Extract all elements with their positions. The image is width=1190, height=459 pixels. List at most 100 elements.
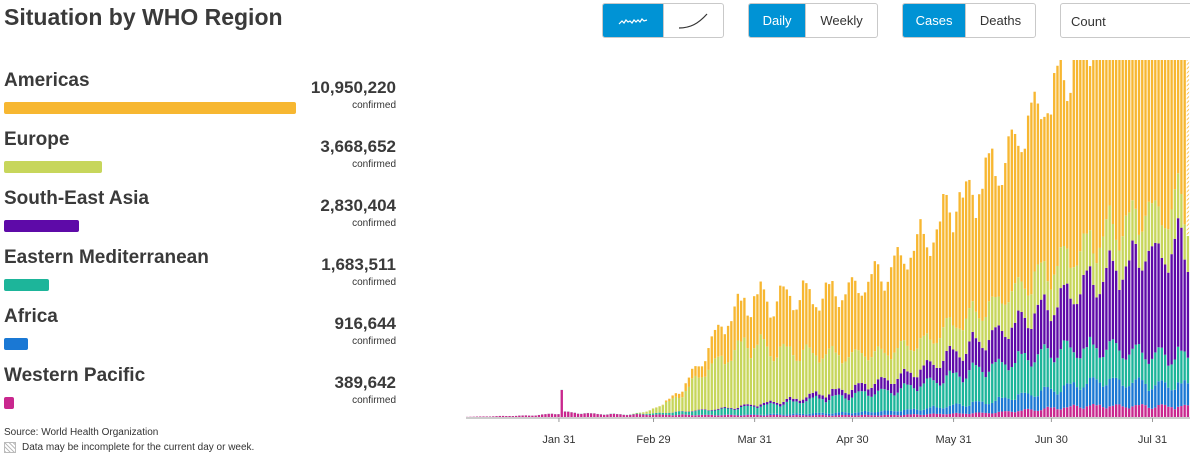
bar-americas[interactable] xyxy=(700,366,704,378)
bar-europe[interactable] xyxy=(720,355,723,408)
bar-europe[interactable] xyxy=(704,376,707,410)
bar-europe[interactable] xyxy=(1137,234,1141,268)
bar-europe[interactable] xyxy=(779,346,782,405)
bar-africa[interactable] xyxy=(811,413,815,416)
deaths-button[interactable]: Deaths xyxy=(965,4,1035,37)
bar-americas[interactable] xyxy=(1095,60,1098,264)
bar-europe[interactable] xyxy=(1017,277,1020,311)
bar-americas[interactable] xyxy=(899,255,903,342)
bar-south-east-asia[interactable] xyxy=(805,397,808,402)
bar-eastern-mediterranean[interactable] xyxy=(1075,357,1079,388)
bar-western-pacific[interactable] xyxy=(1124,407,1128,417)
bar-europe[interactable] xyxy=(1013,283,1017,323)
bar-americas[interactable] xyxy=(834,296,837,353)
bar-south-east-asia[interactable] xyxy=(889,383,893,394)
bar-western-pacific[interactable] xyxy=(961,413,965,417)
bar-africa[interactable] xyxy=(906,409,909,415)
bar-south-east-asia[interactable] xyxy=(916,377,919,392)
bar-europe[interactable] xyxy=(1105,219,1108,268)
bar-eastern-mediterranean[interactable] xyxy=(1124,359,1128,388)
bar-south-east-asia[interactable] xyxy=(854,384,857,393)
bar-africa[interactable] xyxy=(1026,393,1030,409)
bar-eastern-mediterranean[interactable] xyxy=(1111,339,1115,378)
bar-africa[interactable] xyxy=(805,414,808,416)
bar-western-pacific[interactable] xyxy=(697,415,700,417)
bar-western-pacific[interactable] xyxy=(518,415,521,417)
bar-eastern-mediterranean[interactable] xyxy=(948,370,952,406)
bar-western-pacific[interactable] xyxy=(612,413,616,417)
bar-western-pacific[interactable] xyxy=(527,415,531,417)
bar-eastern-mediterranean[interactable] xyxy=(1023,353,1027,393)
bar-europe[interactable] xyxy=(677,398,681,412)
bar-americas[interactable] xyxy=(707,348,710,370)
bar-western-pacific[interactable] xyxy=(1105,408,1108,417)
bar-western-pacific[interactable] xyxy=(570,412,573,417)
bar-africa[interactable] xyxy=(1121,385,1124,407)
bar-eastern-mediterranean[interactable] xyxy=(942,383,945,409)
bar-western-pacific[interactable] xyxy=(847,415,850,417)
bar-eastern-mediterranean[interactable] xyxy=(801,403,805,414)
bar-western-pacific[interactable] xyxy=(958,413,961,417)
bar-americas[interactable] xyxy=(948,212,952,318)
bar-europe[interactable] xyxy=(772,361,775,402)
bar-western-pacific[interactable] xyxy=(583,413,586,417)
bar-europe[interactable] xyxy=(987,301,991,341)
bar-europe[interactable] xyxy=(867,360,870,390)
bar-western-pacific[interactable] xyxy=(906,414,909,417)
bar-africa[interactable] xyxy=(1062,385,1066,408)
bar-western-pacific[interactable] xyxy=(687,414,691,417)
bar-europe[interactable] xyxy=(1114,239,1118,271)
bar-americas[interactable] xyxy=(704,361,707,377)
bar-africa[interactable] xyxy=(1079,389,1082,408)
bar-europe[interactable] xyxy=(1026,295,1030,329)
bar-americas[interactable] xyxy=(779,285,782,347)
bar-western-pacific[interactable] xyxy=(1072,404,1075,417)
bar-south-east-asia[interactable] xyxy=(873,383,877,395)
region-item-south-east-asia[interactable]: South-East Asia 2,830,404 confirmed xyxy=(4,188,400,247)
bar-south-east-asia[interactable] xyxy=(1036,304,1040,355)
bar-europe[interactable] xyxy=(1072,267,1075,305)
bar-south-east-asia[interactable] xyxy=(938,367,942,386)
bar-south-east-asia[interactable] xyxy=(1183,259,1186,352)
bar-western-pacific[interactable] xyxy=(521,415,524,417)
bar-eastern-mediterranean[interactable] xyxy=(1072,352,1075,383)
bar-western-pacific[interactable] xyxy=(1176,406,1180,417)
bar-eastern-mediterranean[interactable] xyxy=(1176,346,1180,383)
bar-south-east-asia[interactable] xyxy=(955,351,958,373)
bar-south-east-asia[interactable] xyxy=(942,360,945,384)
bar-americas[interactable] xyxy=(873,261,877,352)
bar-americas[interactable] xyxy=(876,264,880,347)
bar-western-pacific[interactable] xyxy=(1088,405,1092,417)
bar-africa[interactable] xyxy=(772,413,775,415)
bar-south-east-asia[interactable] xyxy=(867,389,870,396)
bar-europe[interactable] xyxy=(805,344,808,398)
bar-eastern-mediterranean[interactable] xyxy=(870,396,873,413)
bar-south-east-asia[interactable] xyxy=(766,402,769,405)
bar-south-east-asia[interactable] xyxy=(1095,297,1098,349)
bar-south-east-asia[interactable] xyxy=(1134,243,1137,345)
bar-eastern-mediterranean[interactable] xyxy=(1134,344,1137,380)
bar-south-east-asia[interactable] xyxy=(1111,260,1115,340)
bar-eastern-mediterranean[interactable] xyxy=(1128,354,1131,387)
bar-eastern-mediterranean[interactable] xyxy=(677,411,681,415)
bar-western-pacific[interactable] xyxy=(850,415,854,417)
bar-eastern-mediterranean[interactable] xyxy=(1105,349,1108,386)
bar-africa[interactable] xyxy=(1124,387,1128,408)
bar-europe[interactable] xyxy=(1033,271,1036,314)
bar-americas[interactable] xyxy=(850,277,854,353)
bar-eastern-mediterranean[interactable] xyxy=(997,358,1000,397)
bar-americas[interactable] xyxy=(775,301,779,358)
bar-americas[interactable] xyxy=(814,307,818,356)
bar-south-east-asia[interactable] xyxy=(759,404,762,407)
bar-americas[interactable] xyxy=(801,280,805,350)
bar-south-east-asia[interactable] xyxy=(1170,254,1173,365)
bar-eastern-mediterranean[interactable] xyxy=(1017,351,1020,395)
bar-europe[interactable] xyxy=(932,343,935,365)
bar-eastern-mediterranean[interactable] xyxy=(841,395,844,412)
bar-eastern-mediterranean[interactable] xyxy=(1170,364,1173,391)
bar-south-east-asia[interactable] xyxy=(1150,246,1154,359)
bar-europe[interactable] xyxy=(795,360,798,399)
bar-western-pacific[interactable] xyxy=(955,412,958,417)
bar-europe[interactable] xyxy=(1092,253,1095,285)
bar-africa[interactable] xyxy=(1147,390,1150,408)
